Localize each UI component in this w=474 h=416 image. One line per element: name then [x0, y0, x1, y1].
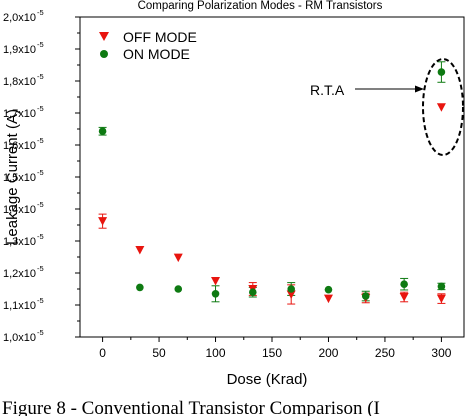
y-axis-label: Leakage Current (A) — [4, 109, 21, 245]
off-mode-point — [436, 294, 446, 304]
data-markers — [98, 68, 446, 304]
y-tick-label: 2,0x10 — [3, 12, 36, 24]
y-axis: 1,0x10 -51,1x10 -51,2x10 -51,3x10 -51,4x10 -5… — [3, 8, 80, 344]
x-tick-label: 50 — [152, 346, 166, 360]
y-tick-exponent: -5 — [37, 232, 44, 241]
off-mode-point — [323, 294, 333, 304]
y-tick-exponent: -5 — [37, 264, 44, 273]
x-tick-label: 100 — [206, 346, 226, 360]
legend-item-on-mode: ON MODE — [100, 46, 190, 62]
legend-item-off-mode: OFF MODE — [99, 29, 197, 45]
y-tick-label: 1,1x10 — [3, 300, 36, 312]
error-bars — [98, 61, 446, 305]
y-tick-label: 1,0x10 — [3, 332, 36, 344]
rta-label: R.T.A — [310, 82, 345, 98]
x-tick-label: 0 — [99, 346, 106, 360]
y-tick-exponent: -5 — [37, 104, 44, 113]
off-mode-point — [173, 253, 183, 263]
x-axis-label: Dose (Krad) — [227, 371, 308, 388]
y-tick-exponent: -5 — [37, 40, 44, 49]
off-mode-point — [98, 217, 108, 226]
legend-off-label: OFF MODE — [123, 29, 197, 45]
off-mode-point — [399, 293, 409, 302]
x-tick-label: 150 — [262, 346, 282, 360]
legend: OFF MODE ON MODE — [99, 29, 197, 62]
y-tick-exponent: -5 — [37, 72, 44, 81]
legend-on-marker — [100, 50, 108, 58]
y-tick-exponent: -5 — [37, 328, 44, 337]
x-tick-label: 300 — [431, 346, 451, 360]
y-tick-exponent: -5 — [37, 8, 44, 17]
on-mode-point — [136, 283, 144, 292]
y-tick-exponent: -5 — [37, 136, 44, 145]
y-tick-exponent: -5 — [37, 200, 44, 209]
on-mode-point — [211, 290, 220, 298]
x-tick-label: 250 — [375, 346, 395, 360]
off-mode-point — [135, 245, 145, 255]
x-tick-label: 200 — [318, 346, 338, 360]
y-tick-label: 1,5x10 — [3, 172, 36, 184]
y-tick-label: 1,9x10 — [3, 44, 36, 56]
on-mode-point — [249, 288, 257, 297]
y-tick-label: 1,8x10 — [3, 76, 36, 88]
rta-arrow-head — [415, 85, 424, 93]
on-mode-point — [287, 285, 296, 293]
y-tick-label: 1,7x10 — [3, 108, 36, 120]
on-mode-point — [400, 280, 408, 289]
on-mode-point — [361, 292, 370, 300]
on-mode-point — [437, 68, 446, 76]
y-tick-label: 1,4x10 — [3, 204, 36, 216]
chart-title: Comparing Polarization Modes - RM Transi… — [138, 0, 383, 12]
rta-highlight-ellipse — [422, 58, 464, 156]
figure-caption: Figure 8 - Conventional Transistor Compa… — [2, 398, 380, 416]
legend-on-label: ON MODE — [123, 46, 190, 62]
off-mode-point — [436, 103, 446, 112]
legend-off-marker — [99, 32, 109, 41]
y-tick-exponent: -5 — [37, 296, 44, 305]
on-mode-point — [324, 285, 333, 294]
y-tick-exponent: -5 — [37, 168, 44, 177]
rta-annotation: R.T.A — [310, 58, 464, 156]
y-tick-label: 1,3x10 — [3, 236, 36, 248]
y-tick-label: 1,6x10 — [3, 140, 36, 152]
y-tick-label: 1,2x10 — [3, 268, 36, 280]
off-mode-point — [211, 277, 221, 286]
on-mode-point — [174, 285, 183, 293]
x-axis: 0 50 100 150 200 250 300 — [99, 337, 452, 360]
on-mode-point — [98, 127, 107, 136]
off-mode-point — [286, 290, 296, 299]
on-mode-point — [437, 282, 446, 291]
